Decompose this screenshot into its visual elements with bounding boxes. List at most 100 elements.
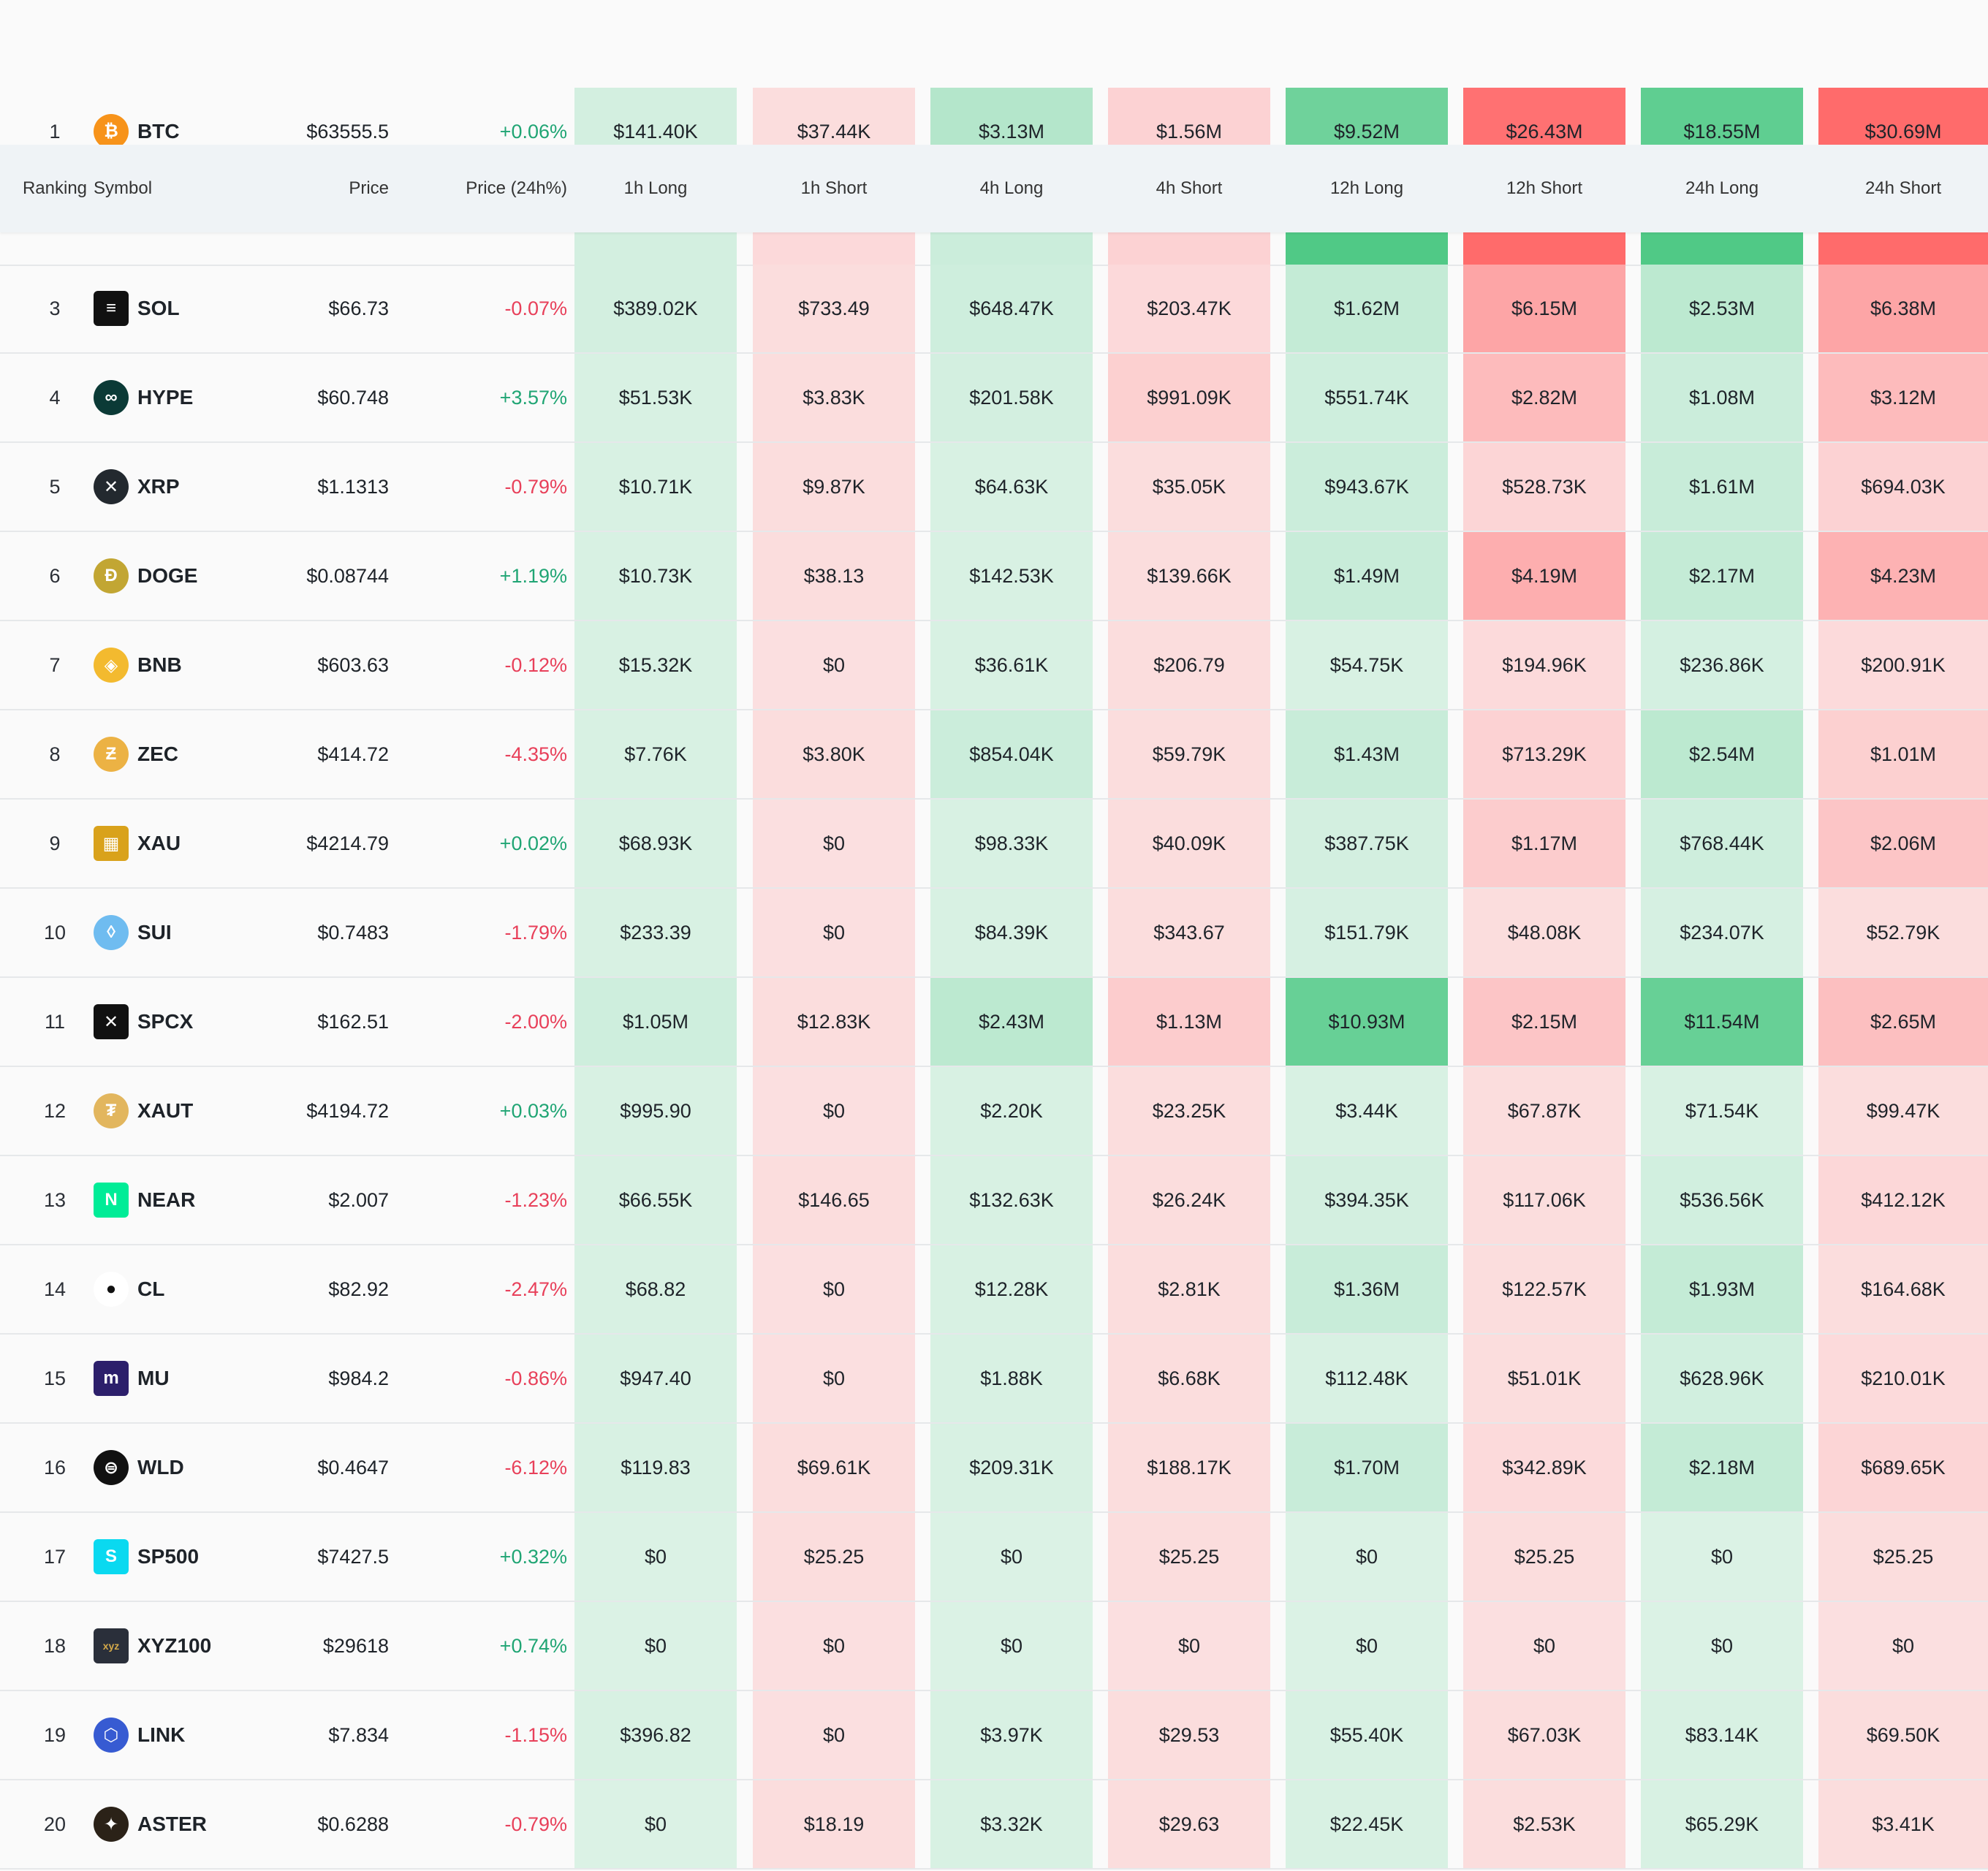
price-change-cell: +0.03% xyxy=(499,1099,567,1122)
symbol-cell[interactable]: N NEAR xyxy=(94,1156,284,1244)
header-12h-short[interactable]: 12h Short xyxy=(1506,178,1583,198)
header-4h-long[interactable]: 4h Long xyxy=(979,178,1044,198)
symbol-label: CL xyxy=(137,1278,165,1300)
table-row[interactable]: 16 ⊜ WLD $0.4647 -6.12% $119.83 $69.61K $209.31… xyxy=(0,1424,1988,1513)
symbol-label: HYPE xyxy=(137,386,194,409)
price-cell: $603.63 xyxy=(317,653,389,676)
symbol-cell[interactable]: Ð DOGE xyxy=(94,532,284,620)
short-liquidation-cell: $689.65K xyxy=(1818,1424,1988,1511)
long-liquidation-cell: $1.93M xyxy=(1641,1245,1803,1333)
symbol-cell[interactable]: ▦ XAU xyxy=(94,800,284,887)
symbol-cell[interactable]: S SP500 xyxy=(94,1513,284,1601)
table-row[interactable]: 17 S SP500 $7427.5 +0.32% $0 $25.25 $0 $25.25 $0 $… xyxy=(0,1513,1988,1602)
short-liquidation-cell: $210.01K xyxy=(1818,1335,1988,1422)
hype-icon: ∞ xyxy=(94,380,129,415)
header-24h-long[interactable]: 24h Long xyxy=(1685,178,1759,198)
short-liquidation-cell: $0 xyxy=(753,1067,915,1155)
table-row[interactable]: 4 ∞ HYPE $60.748 +3.57% $51.53K $3.83K $201.58K… xyxy=(0,354,1988,443)
symbol-cell[interactable]: ∞ HYPE xyxy=(94,354,284,441)
symbol-cell[interactable]: ⊜ WLD xyxy=(94,1424,284,1511)
table-row[interactable]: 6 Ð DOGE $0.08744 +1.19% $10.73K $38.13 $142.53… xyxy=(0,532,1988,621)
short-liquidation-cell: $1.13M xyxy=(1108,978,1270,1066)
price-change-cell: +0.06% xyxy=(499,120,567,143)
table-row[interactable]: 19 ⬡ LINK $7.834 -1.15% $396.82 $0 $3.97K $29.53… xyxy=(0,1691,1988,1780)
symbol-cell[interactable]: ✦ ASTER xyxy=(94,1780,284,1868)
rank-cell: 15 xyxy=(43,1367,67,1389)
short-liquidation-cell: $1.01M xyxy=(1818,710,1988,798)
price-cell: $4194.72 xyxy=(306,1099,389,1122)
price-change-cell: -1.79% xyxy=(504,921,567,944)
table-row[interactable]: 5 ✕ XRP $1.1313 -0.79% $10.71K $9.87K $64.63K $3… xyxy=(0,443,1988,532)
long-liquidation-cell: $68.93K xyxy=(574,800,737,887)
table-row[interactable]: 20 ✦ ASTER $0.6288 -0.79% $0 $18.19 $3.32K $29.6… xyxy=(0,1780,1988,1870)
long-liquidation-cell: $0 xyxy=(930,1513,1093,1601)
long-liquidation-cell: $389.02K xyxy=(574,265,737,352)
table-row[interactable]: 7 ◈ BNB $603.63 -0.12% $15.32K $0 $36.61K $206.7… xyxy=(0,621,1988,710)
price-cell: $0.4647 xyxy=(317,1456,389,1479)
short-liquidation-cell: $0 xyxy=(1818,1602,1988,1690)
header-4h-short[interactable]: 4h Short xyxy=(1156,178,1223,198)
symbol-label: ASTER xyxy=(137,1813,207,1835)
price-change-cell: +0.02% xyxy=(499,832,567,854)
symbol-cell[interactable]: m MU xyxy=(94,1335,284,1422)
symbol-cell[interactable]: ₿ BTC xyxy=(94,88,284,175)
symbol-cell[interactable]: xyz XYZ100 xyxy=(94,1602,284,1690)
price-cell: $7427.5 xyxy=(317,1545,389,1568)
long-liquidation-cell: $3.32K xyxy=(930,1780,1093,1868)
symbol-cell[interactable]: ● CL xyxy=(94,1245,284,1333)
table-row[interactable]: 14 ● CL $82.92 -2.47% $68.82 $0 $12.28K $2.81K $1… xyxy=(0,1245,1988,1335)
short-liquidation-cell: $59.79K xyxy=(1108,710,1270,798)
long-liquidation-cell: $132.63K xyxy=(930,1156,1093,1244)
long-liquidation-cell: $234.07K xyxy=(1641,889,1803,976)
long-liquidation-cell: $12.28K xyxy=(930,1245,1093,1333)
price-cell: $7.834 xyxy=(328,1723,389,1746)
table-row[interactable]: 9 ▦ XAU $4214.79 +0.02% $68.93K $0 $98.33K $40.0… xyxy=(0,800,1988,889)
short-liquidation-cell: $38.13 xyxy=(753,532,915,620)
symbol-cell[interactable]: Ƶ ZEC xyxy=(94,710,284,798)
table-row[interactable]: 3 ≡ SOL $66.73 -0.07% $389.02K $733.49 $648.47K… xyxy=(0,265,1988,354)
table-row[interactable]: 10 ◊ SUI $0.7483 -1.79% $233.39 $0 $84.39K $343.… xyxy=(0,889,1988,978)
long-liquidation-cell: $119.83 xyxy=(574,1424,737,1511)
short-liquidation-cell: $3.80K xyxy=(753,710,915,798)
header-price-change[interactable]: Price (24h%) xyxy=(466,178,567,198)
price-change-cell: +0.32% xyxy=(499,1545,567,1568)
rank-cell: 4 xyxy=(49,386,61,409)
header-ranking[interactable]: Ranking xyxy=(22,178,88,198)
long-liquidation-cell: $2.54M xyxy=(1641,710,1803,798)
long-liquidation-cell: $71.54K xyxy=(1641,1067,1803,1155)
short-liquidation-cell: $412.12K xyxy=(1818,1156,1988,1244)
symbol-cell[interactable]: ✕ SPCX xyxy=(94,978,284,1066)
long-liquidation-cell: $84.39K xyxy=(930,889,1093,976)
table-row[interactable]: 15 m MU $984.2 -0.86% $947.40 $0 $1.88K $6.68K $1… xyxy=(0,1335,1988,1424)
long-liquidation-cell: $11.54M xyxy=(1641,978,1803,1066)
short-liquidation-cell: $67.87K xyxy=(1463,1067,1625,1155)
symbol-cell[interactable]: ◈ BNB xyxy=(94,621,284,709)
long-liquidation-cell: $22.45K xyxy=(1286,1780,1448,1868)
long-liquidation-cell: $98.33K xyxy=(930,800,1093,887)
header-24h-short[interactable]: 24h Short xyxy=(1864,178,1942,198)
short-liquidation-cell: $67.03K xyxy=(1463,1691,1625,1779)
symbol-cell[interactable]: ✕ XRP xyxy=(94,443,284,531)
table-row[interactable]: 11 ✕ SPCX $162.51 -2.00% $1.05M $12.83K $2.43M $… xyxy=(0,978,1988,1067)
oil-drop-icon: ● xyxy=(94,1272,129,1307)
symbol-cell[interactable]: ⬡ LINK xyxy=(94,1691,284,1779)
table-row[interactable]: 18 xyz XYZ100 $29618 +0.74% $0 $0 $0 $0 $0 $0 $0 $0 xyxy=(0,1602,1988,1691)
symbol-cell[interactable]: ◊ SUI xyxy=(94,889,284,976)
header-1h-long[interactable]: 1h Long xyxy=(623,178,688,198)
price-change-cell: -4.35% xyxy=(504,743,567,765)
short-liquidation-cell: $12.83K xyxy=(753,978,915,1066)
long-liquidation-cell: $1.88K xyxy=(930,1335,1093,1422)
rank-cell: 6 xyxy=(49,564,61,587)
header-1h-short[interactable]: 1h Short xyxy=(800,178,868,198)
symbol-cell[interactable]: ₮ XAUT xyxy=(94,1067,284,1155)
header-symbol[interactable]: Symbol xyxy=(94,178,153,198)
header-12h-long[interactable]: 12h Long xyxy=(1329,178,1404,198)
sp500-icon: S xyxy=(94,1539,129,1574)
table-row[interactable]: 8 Ƶ ZEC $414.72 -4.35% $7.76K $3.80K $854.04K $5… xyxy=(0,710,1988,800)
symbol-label: SP500 xyxy=(137,1545,200,1568)
symbol-cell[interactable]: ≡ SOL xyxy=(94,265,284,352)
table-row[interactable]: 12 ₮ XAUT $4194.72 +0.03% $995.90 $0 $2.20K $23.… xyxy=(0,1067,1988,1156)
short-liquidation-cell: $0 xyxy=(1108,1602,1270,1690)
table-row[interactable]: 13 N NEAR $2.007 -1.23% $66.55K $146.65 $132.63… xyxy=(0,1156,1988,1245)
header-price[interactable]: Price xyxy=(349,178,389,198)
